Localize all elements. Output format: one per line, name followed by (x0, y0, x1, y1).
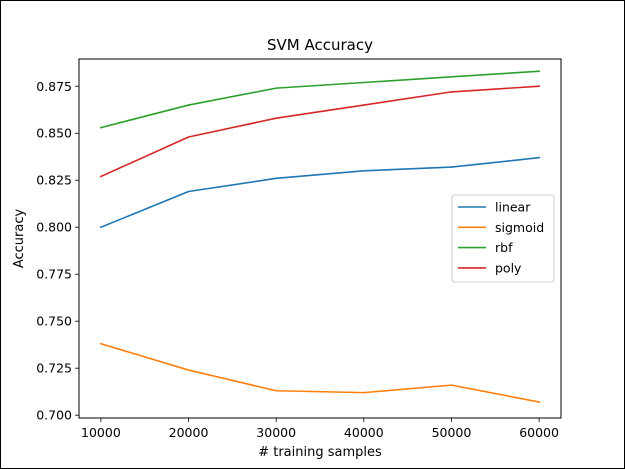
series-line-sigmoid (99, 342, 541, 403)
legend: linear sigmoid rbf poly (451, 194, 555, 283)
data-point-sigmoid-2 (275, 389, 277, 392)
y-tick-label: 0.800 (36, 220, 72, 235)
legend-label-rbf: rbf (495, 240, 513, 255)
series-line-rbf (99, 70, 540, 129)
x-tick-label: 30000 (256, 425, 296, 440)
x-tick-label: 40000 (344, 425, 384, 440)
y-tick-label: 0.700 (36, 408, 72, 423)
data-point-linear-0 (100, 226, 102, 229)
plot-frame (78, 58, 562, 419)
data-point-sigmoid-0 (100, 342, 102, 345)
data-point-linear-5 (538, 156, 540, 159)
y-tick-label: 0.775 (36, 267, 72, 282)
data-point-linear-1 (187, 190, 190, 193)
data-point-rbf-5 (538, 70, 540, 73)
data-point-rbf-4 (450, 76, 453, 78)
data-point-sigmoid-5 (538, 401, 540, 403)
y-tick-label: 0.825 (36, 173, 72, 188)
y-axis-title: Accuracy (12, 209, 27, 269)
data-point-linear-4 (450, 166, 453, 168)
data-point-sigmoid-3 (363, 391, 365, 394)
x-tick-label: 20000 (169, 425, 209, 440)
chart-title: SVM Accuracy (267, 36, 373, 54)
data-point-sigmoid-1 (187, 369, 190, 371)
data-point-poly-2 (275, 117, 277, 120)
y-tick-label: 0.750 (36, 314, 72, 329)
y-tick-label: 0.850 (36, 126, 72, 141)
data-point-linear-3 (363, 170, 365, 172)
data-point-rbf-2 (275, 87, 277, 89)
y-tick-label: 0.875 (36, 79, 72, 94)
x-tick-label: 10000 (81, 425, 121, 440)
legend-label-linear: linear (495, 200, 531, 215)
x-tick-label: 50000 (432, 425, 472, 440)
y-tick-label: 0.725 (36, 361, 72, 376)
data-point-linear-2 (275, 177, 277, 180)
x-axis-title: # training samples (258, 445, 382, 460)
data-point-rbf-3 (363, 81, 365, 84)
data-point-poly-3 (363, 104, 365, 106)
data-point-poly-0 (100, 175, 102, 178)
y-axis: 0.700 0.725 0.750 0.775 0.800 0.825 0.850 0.875 (36, 79, 79, 423)
data-point-poly-1 (187, 136, 190, 138)
data-point-rbf-0 (100, 126, 102, 129)
legend-label-sigmoid: sigmoid (495, 220, 544, 235)
series-line-poly (99, 85, 540, 178)
data-point-sigmoid-4 (450, 384, 453, 386)
legend-box (451, 194, 555, 283)
x-axis: 10000 20000 30000 40000 50000 60000 (81, 418, 559, 440)
series-layer (99, 70, 541, 403)
data-point-poly-4 (450, 91, 453, 93)
legend-label-poly: poly (495, 260, 522, 275)
x-tick-label: 60000 (519, 425, 559, 440)
data-point-rbf-1 (187, 104, 190, 106)
data-point-poly-5 (538, 85, 540, 88)
series-line-linear (99, 156, 540, 229)
